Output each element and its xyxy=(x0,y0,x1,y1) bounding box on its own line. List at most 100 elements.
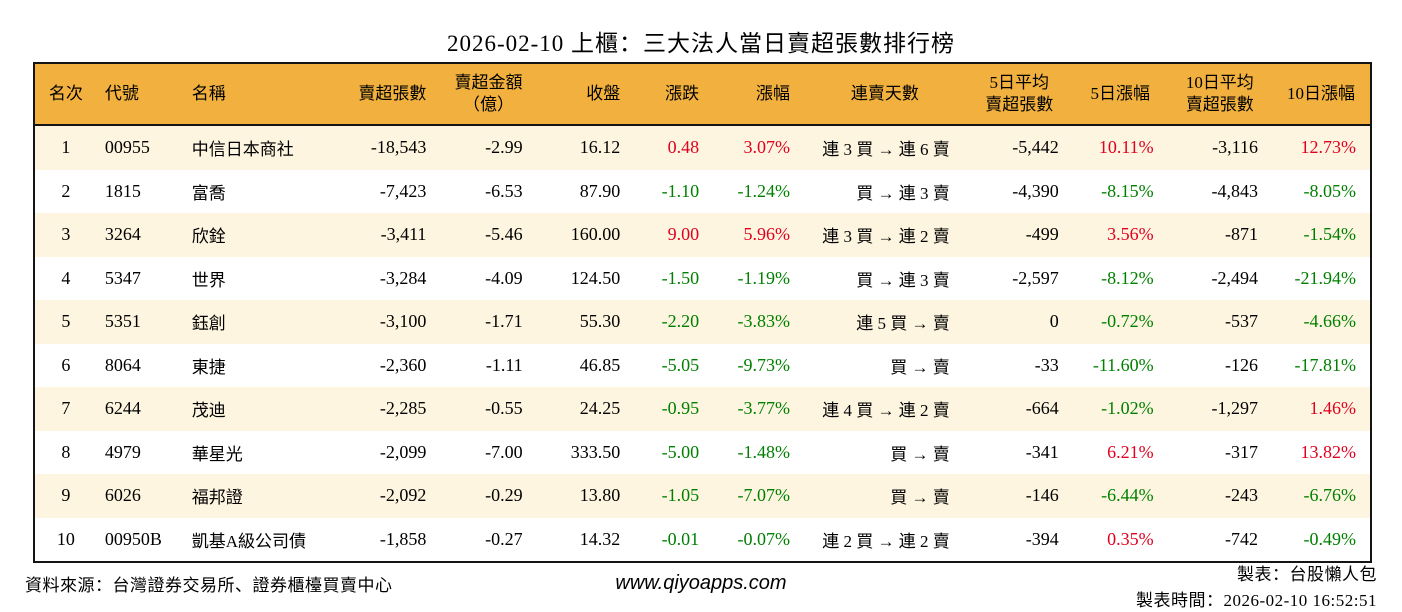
cell-close: 87.90 xyxy=(579,180,621,201)
cell-code: 00950B xyxy=(104,528,162,549)
cell-close: 160.00 xyxy=(570,224,621,245)
cell-avg10: -4,843 xyxy=(1211,180,1258,201)
cell-change-pct: 3.07% xyxy=(743,137,791,158)
table-row: 8 4979 華星光 -2,099 -7.00 333.50 -5.00 -1.48% 買 → … xyxy=(34,430,1371,474)
cell-rank: 1 xyxy=(61,137,71,158)
header-cell-pct10: 10日漲幅 xyxy=(1271,63,1371,126)
cell-avg5: -664 xyxy=(1025,398,1059,419)
cell-name: 鈺創 xyxy=(191,314,226,334)
table-row: 3 3264 欣銓 -3,411 -5.46 160.00 9.00 5.96% 連 3 買 →… xyxy=(34,213,1371,257)
cell-streak: 連 2 買 → 連 2 賣 xyxy=(822,531,950,551)
cell-change: -2.20 xyxy=(661,311,700,332)
header-cell-code: 代號 xyxy=(96,63,184,126)
cell-streak: 連 5 買 → 賣 xyxy=(856,314,950,334)
cell-avg5: -341 xyxy=(1025,441,1059,462)
cell-change-pct: -3.83% xyxy=(737,311,791,332)
cell-pct5: -11.60% xyxy=(1092,354,1154,375)
cell-pct5: -8.12% xyxy=(1101,267,1154,288)
table-row: 9 6026 福邦證 -2,092 -0.29 13.80 -1.05 -7.07% 買 → 賣… xyxy=(34,474,1371,518)
cell-pct5: 3.56% xyxy=(1107,224,1154,245)
footer-made-time: 製表時間：2026-02-10 16:52:51 xyxy=(1135,590,1377,610)
cell-streak: 買 → 賣 xyxy=(890,444,950,464)
cell-sell-volume: -2,092 xyxy=(379,485,427,506)
cell-avg5: -4,390 xyxy=(1012,180,1059,201)
cell-name: 世界 xyxy=(191,270,226,290)
cell-avg10: -537 xyxy=(1224,311,1258,332)
cell-change-pct: -0.07% xyxy=(737,528,791,549)
cell-avg10: -1,297 xyxy=(1211,398,1258,419)
cell-code: 8064 xyxy=(104,354,141,375)
cell-pct5: -6.44% xyxy=(1101,485,1154,506)
cell-avg5: 0 xyxy=(1049,311,1059,332)
cell-streak: 買 → 賣 xyxy=(890,357,950,377)
cell-avg10: -243 xyxy=(1224,485,1258,506)
cell-avg10: -126 xyxy=(1224,354,1258,375)
cell-sell-volume: -1,858 xyxy=(379,528,427,549)
cell-rank: 2 xyxy=(61,180,71,201)
cell-streak: 買 → 連 3 賣 xyxy=(856,270,950,290)
cell-close: 55.30 xyxy=(579,311,621,332)
table-row: 1 00955 中信日本商社 -18,543 -2.99 16.12 0.48 3.07% 連 … xyxy=(34,125,1371,170)
cell-rank: 8 xyxy=(61,441,71,462)
header-cell-streak: 連賣天數 xyxy=(804,63,966,126)
cell-close: 24.25 xyxy=(579,398,621,419)
cell-pct5: 10.11% xyxy=(1098,137,1154,158)
cell-pct10: -17.81% xyxy=(1294,354,1357,375)
cell-change: -5.00 xyxy=(661,441,700,462)
cell-sell-amount: -0.27 xyxy=(485,528,523,549)
cell-avg10: -317 xyxy=(1224,441,1258,462)
cell-avg10: -2,494 xyxy=(1211,267,1258,288)
table-row: 2 1815 富喬 -7,423 -6.53 87.90 -1.10 -1.24% 買 → 連 … xyxy=(34,169,1371,213)
cell-rank: 4 xyxy=(61,267,71,288)
cell-streak: 買 → 連 3 賣 xyxy=(856,183,950,203)
table-row: 4 5347 世界 -3,284 -4.09 124.50 -1.50 -1.19% 買 → 連… xyxy=(34,256,1371,300)
cell-name: 華星光 xyxy=(191,444,243,464)
cell-change: -1.05 xyxy=(661,485,700,506)
cell-change-pct: -1.19% xyxy=(737,267,791,288)
cell-change: -1.10 xyxy=(661,180,700,201)
cell-pct5: -8.15% xyxy=(1101,180,1154,201)
cell-avg5: -394 xyxy=(1025,528,1059,549)
cell-code: 6026 xyxy=(104,485,141,506)
cell-code: 6244 xyxy=(104,398,141,419)
footer-maker: 製表：台股懶人包 xyxy=(1237,565,1377,584)
cell-pct10: -1.54% xyxy=(1303,224,1357,245)
footer-website: www.qiyoapps.com xyxy=(615,572,787,594)
cell-change: -1.50 xyxy=(661,267,700,288)
cell-sell-amount: -0.55 xyxy=(485,398,523,419)
cell-code: 4979 xyxy=(104,441,141,462)
cell-sell-volume: -3,284 xyxy=(379,267,427,288)
cell-rank: 5 xyxy=(61,311,71,332)
table-row: 7 6244 茂迪 -2,285 -0.55 24.25 -0.95 -3.77% 連 4 買 … xyxy=(34,387,1371,431)
cell-sell-volume: -18,543 xyxy=(370,137,427,158)
cell-name: 中信日本商社 xyxy=(191,140,294,160)
cell-pct5: 0.35% xyxy=(1107,528,1154,549)
cell-sell-volume: -2,285 xyxy=(379,398,427,419)
footer-credits: 製表：台股懶人包 製表時間：2026-02-10 16:52:51 xyxy=(1136,562,1377,612)
header-cell-rank: 名次 xyxy=(34,63,97,126)
cell-avg5: -499 xyxy=(1025,224,1059,245)
cell-change-pct: 5.96% xyxy=(743,224,791,245)
cell-sell-amount: -5.46 xyxy=(485,224,523,245)
header-cell-sell-amount: 賣超金額 （億） xyxy=(440,63,537,126)
cell-sell-amount: -0.29 xyxy=(485,485,523,506)
cell-sell-amount: -1.11 xyxy=(485,354,523,375)
cell-pct5: -1.02% xyxy=(1101,398,1154,419)
cell-streak: 連 4 買 → 連 2 賣 xyxy=(822,401,950,421)
header-cell-pct5: 5日漲幅 xyxy=(1072,63,1168,126)
cell-close: 14.32 xyxy=(579,528,621,549)
cell-pct10: -0.49% xyxy=(1303,528,1357,549)
header-cell-sell-volume: 賣超張數 xyxy=(333,63,441,126)
footer-source: 資料來源：台灣證券交易所、證券櫃檯買賣中心 xyxy=(25,576,393,595)
cell-close: 46.85 xyxy=(579,354,621,375)
cell-pct10: 13.82% xyxy=(1300,441,1357,462)
cell-change-pct: -9.73% xyxy=(737,354,791,375)
cell-streak: 連 3 買 → 連 6 賣 xyxy=(822,140,950,160)
cell-close: 13.80 xyxy=(579,485,621,506)
cell-sell-amount: -7.00 xyxy=(485,441,523,462)
cell-avg5: -2,597 xyxy=(1012,267,1059,288)
header-cell-avg10: 10日平均 賣超張數 xyxy=(1167,63,1272,126)
table-header-row: 名次 代號 名稱 賣超張數 賣超金額 （億） 收盤 漲跌 漲幅 連賣天數 5日平… xyxy=(34,63,1371,126)
cell-avg10: -3,116 xyxy=(1212,137,1258,158)
